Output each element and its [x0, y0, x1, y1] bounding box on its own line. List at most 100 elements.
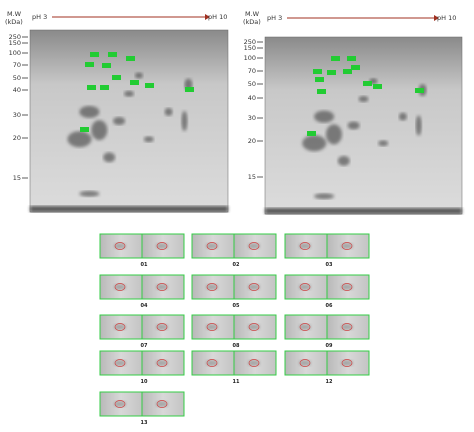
- green-spot-marker: [347, 56, 356, 61]
- green-spot-marker: [317, 89, 326, 94]
- thumbnail-image: [99, 274, 143, 300]
- ph-arrow-head: [205, 14, 210, 20]
- green-spot-marker: [351, 65, 360, 70]
- mw-unit: (kDa): [243, 18, 261, 26]
- green-spot-marker: [108, 52, 117, 57]
- thumbnail-circle: [114, 400, 126, 408]
- green-spot-marker: [85, 62, 94, 67]
- gel-spot: [358, 95, 369, 102]
- ph-end: pH 10: [208, 13, 227, 21]
- thumbnail-number: 02: [233, 262, 240, 268]
- thumbnail-circle: [156, 400, 168, 408]
- thumbnail-circle: [206, 359, 218, 367]
- thumbnail-number: 01: [141, 262, 148, 268]
- thumbnail-number: 08: [233, 343, 240, 349]
- mw-marker-label: 250: [9, 33, 21, 41]
- thumbnail-spot: [299, 360, 311, 366]
- green-spot-marker: [90, 52, 99, 57]
- thumbnail-spot: [114, 360, 126, 366]
- thumbnail-spot: [156, 243, 168, 249]
- green-spot-marker: [373, 84, 382, 89]
- thumbnail-circle: [248, 323, 260, 331]
- gel-spot: [314, 110, 335, 123]
- gel-spot: [164, 107, 173, 116]
- mw-marker-label: 150: [9, 39, 21, 47]
- mw-marker-label: 30: [248, 114, 256, 122]
- gel-spot: [181, 111, 188, 131]
- thumbnail-circle: [206, 283, 218, 291]
- green-spot-marker: [185, 87, 194, 92]
- thumbnail-spot: [114, 401, 126, 407]
- thumbnail-circle: [114, 359, 126, 367]
- gel-edge: [265, 208, 462, 214]
- mw-marker-label: 40: [13, 86, 21, 94]
- green-spot-marker: [130, 80, 139, 85]
- thumbnail-spot: [156, 284, 168, 290]
- mw-label: M.W: [245, 10, 260, 18]
- thumbnail-circle: [156, 283, 168, 291]
- gel-spot: [302, 135, 327, 152]
- thumbnail-number: 03: [326, 262, 333, 268]
- green-spot-marker: [102, 63, 111, 68]
- gel-spot: [124, 90, 134, 97]
- gel-spot: [398, 112, 407, 121]
- thumbnail-spot: [341, 360, 353, 366]
- gel-spot: [314, 193, 335, 200]
- thumbnail-circle: [156, 242, 168, 250]
- thumbnail-circle: [248, 359, 260, 367]
- thumbnail-number: 05: [233, 303, 240, 309]
- green-spot-marker: [315, 77, 324, 82]
- thumbnail-spot: [299, 284, 311, 290]
- mw-label: M.W: [7, 10, 22, 18]
- mw-marker-label: 20: [248, 137, 256, 145]
- thumbnail-spot: [248, 243, 260, 249]
- green-spot-marker: [126, 56, 135, 61]
- ph-end: pH 10: [437, 14, 456, 22]
- gel-spot: [113, 117, 126, 125]
- gel-spot: [415, 115, 422, 136]
- thumbnail-number: 06: [326, 303, 333, 309]
- mw-marker-label: 15: [13, 174, 21, 182]
- mw-marker-label: 100: [9, 49, 21, 57]
- green-spot-marker: [100, 85, 109, 90]
- thumbnail-spot: [248, 284, 260, 290]
- thumbnail-number: 10: [141, 379, 148, 385]
- thumbnail-spot: [248, 324, 260, 330]
- thumbnail-circle: [299, 242, 311, 250]
- thumbnail-circle: [341, 323, 353, 331]
- gel-spot: [143, 136, 154, 143]
- gel-spot: [79, 105, 100, 118]
- thumbnail-circle: [299, 283, 311, 291]
- thumbnail-spot: [248, 360, 260, 366]
- thumbnail-circle: [341, 283, 353, 291]
- thumbnail-number: 12: [326, 379, 333, 385]
- thumbnail-circle: [341, 359, 353, 367]
- ph-start: pH 3: [32, 13, 47, 21]
- green-spot-marker: [363, 81, 372, 86]
- mw-marker-label: 20: [13, 134, 21, 142]
- thumbnail-spot: [341, 284, 353, 290]
- thumbnail-number: 04: [141, 303, 148, 309]
- thumbnail-spot: [206, 284, 218, 290]
- thumbnail-number: 09: [326, 343, 333, 349]
- thumbnail-spot: [341, 243, 353, 249]
- thumbnail-circle: [248, 242, 260, 250]
- thumbnail-circle: [206, 323, 218, 331]
- gel-spot: [103, 152, 116, 163]
- thumbnail-circle: [156, 359, 168, 367]
- mw-marker-label: 70: [13, 61, 21, 69]
- thumbnail-spot: [341, 324, 353, 330]
- thumbnail-number: 11: [233, 379, 240, 385]
- thumbnail-image: [141, 314, 185, 340]
- gel-spot: [67, 131, 92, 148]
- thumbnail-spot: [156, 401, 168, 407]
- thumbnail-circle: [156, 323, 168, 331]
- green-spot-marker: [313, 69, 322, 74]
- ph-start: pH 3: [267, 14, 282, 22]
- thumbnail-circle: [114, 242, 126, 250]
- mw-marker-label: 30: [13, 111, 21, 119]
- gel-spot: [79, 190, 100, 197]
- green-spot-marker: [331, 56, 340, 61]
- gel-spot: [325, 124, 342, 145]
- gel-image: [264, 36, 463, 215]
